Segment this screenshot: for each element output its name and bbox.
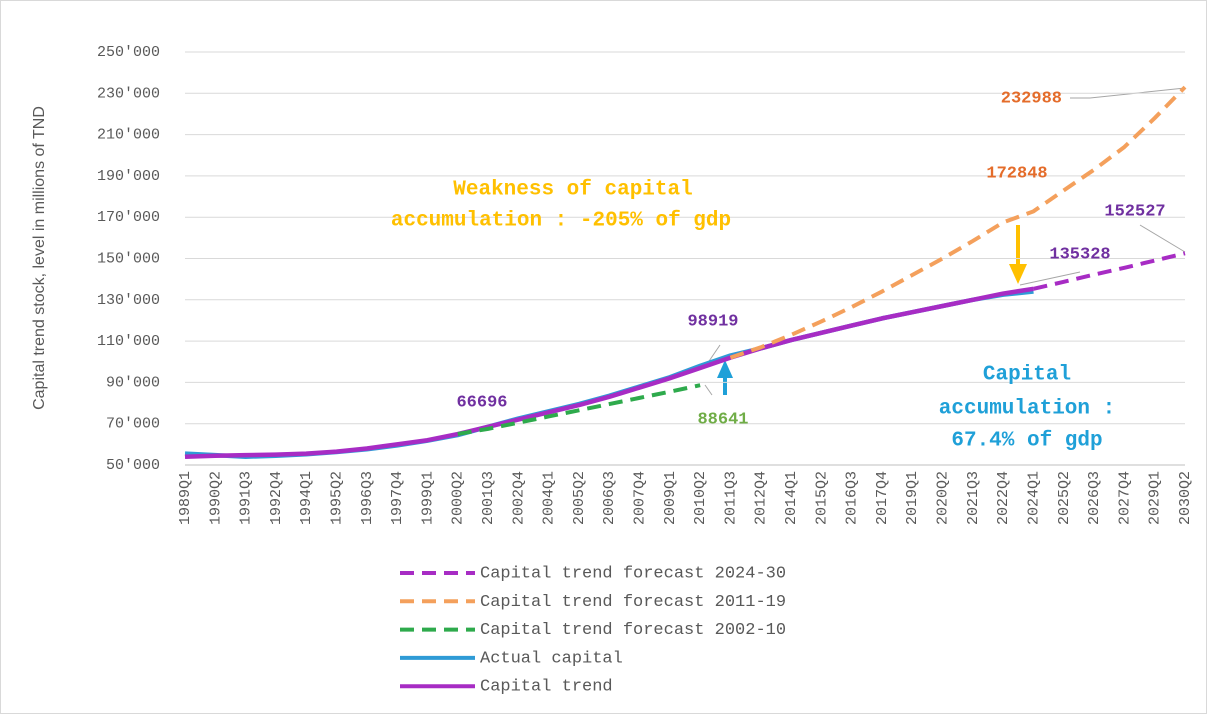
y-tick-label: 70'000: [106, 416, 160, 433]
x-tick-label: 1992Q4: [268, 471, 285, 525]
legend-label: Actual capital: [480, 649, 623, 668]
annotation: Capital: [983, 364, 1071, 387]
x-tick-label: 2001Q3: [480, 471, 497, 525]
y-tick-label: 210'000: [97, 127, 160, 144]
x-tick-label: 2005Q2: [571, 471, 588, 525]
y-tick-label: 230'000: [97, 85, 160, 102]
x-tick-label: 2030Q2: [1177, 471, 1194, 525]
y-tick-label: 130'000: [97, 292, 160, 309]
series-line: [184, 286, 1034, 459]
x-tick-label: 1994Q1: [298, 471, 315, 525]
y-tick-label: 110'000: [97, 333, 160, 350]
x-tick-label: 2024Q1: [1025, 471, 1042, 525]
x-tick-label: 2012Q4: [753, 471, 770, 525]
x-tick-label: 1996Q3: [359, 471, 376, 525]
x-tick-label: 2004Q1: [541, 471, 558, 525]
y-tick-label: 190'000: [97, 168, 160, 185]
annotation: 67.4% of gdp: [951, 430, 1102, 453]
x-tick-label: 2026Q3: [1086, 471, 1103, 525]
x-tick-label: 2021Q3: [965, 471, 982, 525]
legend-label: Capital trend: [480, 678, 613, 697]
x-tick-label: 1995Q2: [328, 471, 345, 525]
y-tick-label: 170'000: [97, 209, 160, 226]
y-tick-label: 150'000: [97, 250, 160, 267]
x-tick-label: 2011Q3: [722, 471, 739, 525]
x-tick-label: 2014Q1: [783, 471, 800, 525]
y-tick-label: 50'000: [106, 457, 160, 474]
x-tick-label: 2010Q2: [692, 471, 709, 525]
x-tick-label: 2016Q3: [844, 471, 861, 525]
legend-label: Capital trend forecast 2024-30: [480, 564, 786, 583]
annotation: 66696: [456, 393, 507, 412]
x-tick-label: 2027Q4: [1116, 471, 1133, 525]
series-line: [1033, 251, 1186, 291]
annotation: accumulation : -205% of gdp: [391, 210, 731, 233]
x-tick-label: 1989Q1: [177, 471, 194, 525]
x-tick-label: 1999Q1: [419, 471, 436, 525]
y-tick-label: 250'000: [97, 44, 160, 61]
series-line: [729, 85, 1187, 360]
series-line: [457, 383, 701, 436]
x-tick-label: 2006Q3: [601, 471, 618, 525]
legend-label: Capital trend forecast 2002-10: [480, 621, 786, 640]
annotation: accumulation :: [939, 398, 1115, 421]
y-axis-title: Capital trend stock, level in millions o…: [31, 106, 48, 410]
annotation: Weakness of capital: [453, 179, 692, 202]
x-tick-label: 2015Q2: [813, 471, 830, 525]
annotation: 152527: [1104, 202, 1165, 221]
x-tick-label: 1997Q4: [389, 471, 406, 525]
annotation: 135328: [1049, 245, 1110, 264]
annotation: 172848: [986, 164, 1047, 183]
x-tick-label: 2020Q2: [935, 471, 952, 525]
x-tick-label: 2017Q4: [874, 471, 891, 525]
annotation: 88641: [697, 410, 748, 429]
x-tick-label: 2029Q1: [1147, 471, 1164, 525]
x-tick-label: 2019Q1: [904, 471, 921, 525]
x-tick-label: 2007Q4: [632, 471, 649, 525]
x-tick-label: 2000Q2: [450, 471, 467, 525]
x-tick-label: 1990Q2: [207, 471, 224, 525]
y-tick-label: 90'000: [106, 374, 160, 391]
x-tick-label: 2025Q2: [1056, 471, 1073, 525]
annotation: 98919: [687, 312, 738, 331]
x-tick-label: 1991Q3: [238, 471, 255, 525]
annotation: 232988: [1001, 89, 1062, 108]
legend-label: Capital trend forecast 2011-19: [480, 593, 786, 612]
x-tick-label: 2022Q4: [995, 471, 1012, 525]
arrows: [704, 87, 1186, 396]
x-tick-label: 2002Q4: [510, 471, 527, 525]
x-tick-label: 2009Q1: [662, 471, 679, 525]
